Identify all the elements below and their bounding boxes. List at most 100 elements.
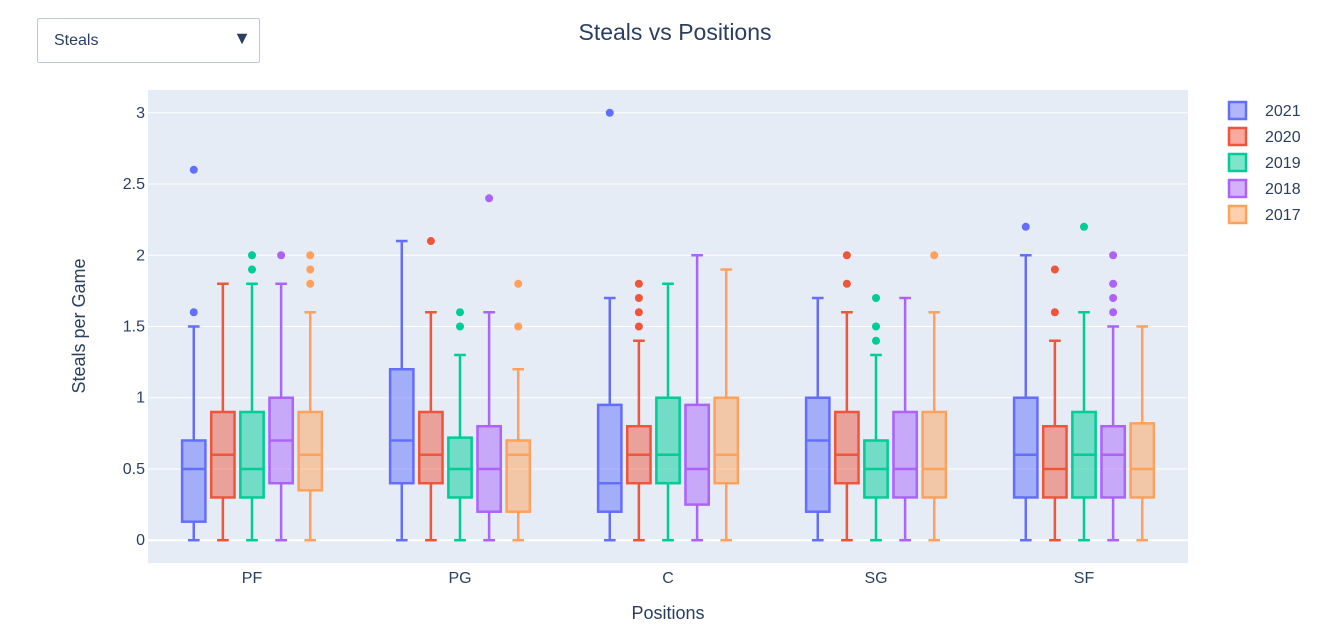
outlier-point [189,308,198,317]
box-2019-SF [1071,222,1097,542]
box-iqr [1012,396,1039,499]
outlier-point [456,308,464,317]
legend-swatch [1227,178,1248,199]
series-2018 [268,194,1127,542]
y-axis-label: Steals per Game [69,258,89,393]
outlier-point [842,251,851,260]
y-tick-label: 1.5 [123,319,145,336]
box-iqr [417,410,444,485]
legend: 2021 2020 2019 2018 2017 [1227,100,1301,225]
box-2021-C [596,108,623,542]
box-series [180,108,1156,542]
outlier-point [189,165,198,174]
x-tick-label: PF [242,570,263,587]
box-iqr [447,436,473,499]
outlier-point [634,322,643,331]
outlier-point [1109,294,1118,303]
legend-item-2018[interactable]: 2018 [1227,178,1301,199]
box-2017-C [713,268,740,542]
box-2021-SG [804,296,831,542]
outlier-point [1109,279,1118,288]
outlier-point [1050,308,1059,317]
outlier-point [306,265,315,274]
box-iqr [892,410,919,499]
legend-item-2021[interactable]: 2021 [1227,100,1301,121]
y-tick-label: 3 [136,105,145,122]
legend-label: 2019 [1265,155,1301,172]
box-iqr [505,439,532,513]
outlier-point [514,279,523,288]
legend-label: 2021 [1265,103,1301,120]
box-2019-PF [239,251,265,542]
chart-title: Steals vs Positions [578,19,771,45]
legend-swatch [1227,204,1248,225]
series-2017 [297,251,1156,542]
triangle-down-icon: ▼ [233,28,251,48]
series-2020 [209,237,1068,542]
box-iqr [1100,424,1127,499]
legend-item-2019[interactable]: 2019 [1227,152,1301,173]
box-iqr [1129,422,1156,499]
box-2018-SF [1100,251,1127,542]
y-tick-label: 2 [136,247,145,264]
outlier-point [634,279,643,288]
outlier-point [248,251,256,260]
y-tick-label: 0.5 [123,461,145,478]
box-2018-SG [892,296,919,542]
box-iqr [655,396,681,485]
metric-dropdown[interactable]: Steals ▼ [37,18,260,63]
legend-item-2020[interactable]: 2020 [1227,126,1301,147]
box-2017-SF [1129,325,1156,542]
legend-swatch [1227,100,1248,121]
x-tick-label: PG [448,570,471,587]
box-2019-SG [863,294,889,542]
series-2019 [239,222,1097,542]
box-iqr [713,396,740,485]
box-2020-SG [833,251,860,542]
x-tick-label: SF [1074,570,1095,587]
outlier-point [872,336,880,345]
box-2021-SF [1012,222,1039,542]
box-iqr [180,439,207,523]
outlier-point [605,108,614,117]
box-2019-C [655,282,681,542]
box-iqr [804,396,831,513]
box-2018-PF [268,251,295,542]
box-iqr [239,410,265,499]
outlier-point [514,322,523,331]
box-2017-SG [921,251,948,542]
outlier-point [1080,222,1088,231]
y-tick-label: 2.5 [123,176,145,193]
outlier-point [842,279,851,288]
outlier-point [456,322,464,331]
box-2017-PG [505,279,532,542]
x-axis-ticks: PF PG C SG SF [242,570,1095,587]
y-axis-ticks: 0 0.5 1 1.5 2 2.5 3 [123,105,145,549]
outlier-point [1109,308,1118,317]
box-iqr [833,410,860,485]
y-tick-label: 1 [136,390,145,407]
x-tick-label: SG [864,570,887,587]
legend-swatch [1227,126,1248,147]
y-tick-label: 0 [136,532,145,549]
box-2021-PG [388,239,415,542]
outlier-point [872,294,880,303]
outlier-point [1050,265,1059,274]
outlier-point [485,194,494,203]
series-2021 [180,108,1039,542]
box-2018-C [684,254,711,542]
outlier-point [1021,222,1030,231]
outlier-point [248,265,256,274]
legend-label: 2020 [1265,129,1301,146]
box-2019-PG [447,308,473,542]
legend-item-2017[interactable]: 2017 [1227,204,1301,225]
dropdown-selected-value: Steals [54,32,99,49]
box-2020-SF [1041,265,1068,542]
box-2017-PF [297,251,324,542]
outlier-point [634,308,643,317]
box-iqr [388,367,415,485]
x-tick-label: C [662,570,674,587]
legend-label: 2018 [1265,181,1301,198]
box-iqr [1041,424,1068,499]
